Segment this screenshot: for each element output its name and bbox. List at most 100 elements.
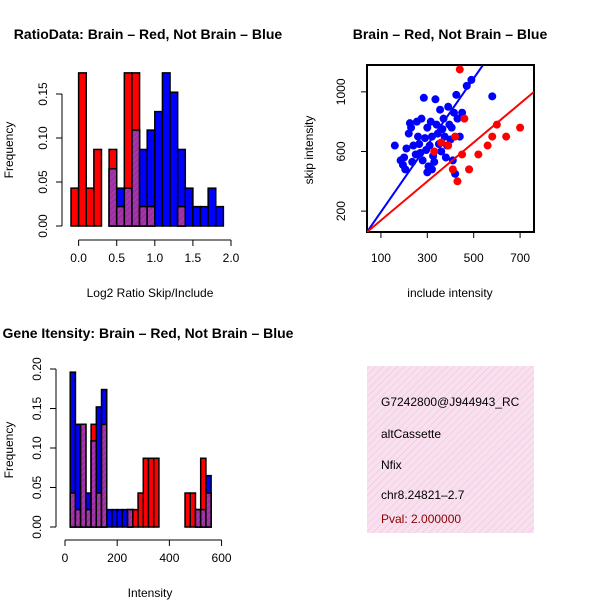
scatter-point-not-brain	[452, 90, 461, 99]
scatter-point-not-brain	[420, 134, 429, 143]
y-tick-label: 0.10	[30, 436, 44, 460]
scatter-point-not-brain	[417, 114, 426, 123]
ratio-histogram-xlabel: Log2 Ratio Skip/Include	[87, 286, 214, 300]
scatter-point-not-brain	[447, 123, 456, 132]
histogram-bar-not-brain	[116, 508, 124, 528]
scatter-point-not-brain	[444, 102, 453, 111]
scatter-point-brain	[455, 65, 464, 74]
intensity-histogram-panel: Gene Itensity: Brain – Red, Not Brain – …	[2, 325, 294, 600]
histogram-bar-overlap	[79, 423, 87, 528]
histogram-bar-not-brain	[184, 187, 194, 227]
histogram-bar-overlap	[138, 205, 148, 227]
histogram-bar-not-brain	[106, 508, 113, 528]
y-tick-label: 0.00	[30, 515, 44, 539]
scatter-point-not-brain	[453, 114, 462, 123]
scatter-point-brain	[458, 150, 467, 159]
scatter-point-brain	[483, 141, 492, 150]
scatter-point-brain	[488, 132, 497, 141]
scatter-point-not-brain	[423, 123, 432, 132]
histogram-bar-overlap	[176, 205, 187, 227]
info-panel-background	[367, 366, 534, 533]
scatter-point-not-brain	[415, 140, 424, 149]
scatter-point-not-brain	[407, 123, 416, 132]
histogram-bar-brain	[77, 72, 87, 227]
scatter-xlabel: include intensity	[407, 286, 492, 300]
x-tick-label: 700	[510, 251, 530, 265]
scatter-point-not-brain	[436, 105, 445, 114]
histogram-bar-not-brain	[161, 72, 171, 227]
scatter-point-not-brain	[418, 156, 427, 165]
y-tick-label: 0.15	[30, 396, 44, 420]
y-tick-label: 0.15	[36, 82, 50, 106]
scatter-point-brain	[492, 120, 501, 129]
histogram-bar-not-brain	[207, 187, 217, 227]
ratio-histogram-panel: RatioData: Brain – Red, Not Brain – Blue…	[2, 26, 282, 300]
intensity-scatter-panel: Brain – Red, Not Brain – Blue 100 300 500 7…	[302, 26, 547, 300]
histogram-bar-not-brain	[169, 91, 179, 227]
scatter-point-brain	[502, 132, 511, 141]
histogram-bar-overlap	[205, 492, 212, 528]
histogram-bar-overlap	[199, 508, 207, 528]
scatter-point-brain	[453, 177, 462, 186]
histogram-bar-brain	[184, 492, 191, 528]
x-tick-label: 0	[62, 551, 69, 565]
x-tick-label: 1.5	[185, 251, 202, 265]
x-tick-label: 100	[371, 251, 391, 265]
scatter-point-not-brain	[431, 95, 440, 104]
y-tick-label: 0.00	[36, 214, 50, 238]
histogram-bar-brain	[189, 492, 197, 528]
scatter-point-brain	[460, 114, 469, 123]
histogram-bar-brain	[147, 457, 155, 528]
scatter-point-not-brain	[432, 120, 441, 129]
scatter-point-not-brain	[439, 114, 448, 123]
scatter-point-brain	[430, 147, 439, 156]
scatter-axes: 100 300 500 700 200 600 1000	[334, 78, 530, 265]
scatter-point-not-brain	[390, 141, 399, 150]
scatter-point-brain	[444, 141, 453, 150]
scatter-point-not-brain	[430, 157, 439, 166]
intensity-histogram-ylabel: Frequency	[2, 422, 16, 479]
intensity-histogram-xlabel: Intensity	[128, 586, 173, 600]
scatter-point-brain	[516, 123, 525, 132]
ratio-histogram-ylabel: Frequency	[2, 122, 16, 179]
y-tick-label: 600	[334, 141, 348, 161]
scatter-point-not-brain	[427, 165, 436, 174]
scatter-plot-box	[366, 64, 535, 233]
histogram-bar-overlap	[115, 205, 126, 227]
trend-line-brain	[367, 91, 534, 232]
info-panel: G7242800@J944943_RC altCassette Nfix chr…	[367, 366, 534, 533]
scatter-title: Brain – Red, Not Brain – Blue	[353, 26, 548, 42]
histogram-bar-brain	[93, 148, 103, 227]
histogram-bar-overlap	[100, 423, 108, 528]
x-tick-label: 200	[107, 551, 127, 565]
histogram-bar-brain	[85, 187, 95, 227]
scatter-point-brain	[474, 150, 483, 159]
scatter-point-not-brain	[414, 132, 423, 141]
histogram-bar-overlap	[69, 492, 77, 528]
histogram-bar-overlap	[126, 508, 134, 528]
histogram-bar-brain	[137, 492, 145, 528]
scatter-point-brain	[465, 165, 474, 174]
ratio-histogram-axes: 0.0 0.5 1.0 1.5 2.0 0.00 0.05 0.10 0.15	[36, 82, 240, 265]
scatter-point-brain	[451, 132, 460, 141]
scatter-ylabel: skip intensity	[302, 116, 316, 185]
probe-id-text: G7242800@J944943_RC	[381, 395, 520, 409]
x-tick-label: 2.0	[223, 251, 240, 265]
histogram-bar-not-brain	[192, 205, 202, 227]
x-tick-label: 500	[464, 251, 484, 265]
y-tick-label: 200	[334, 201, 348, 221]
histogram-bar-overlap	[90, 440, 98, 528]
histogram-bar-brain	[152, 457, 160, 528]
scatter-point-not-brain	[401, 165, 410, 174]
scatter-point-not-brain	[488, 92, 497, 101]
scatter-point-not-brain	[419, 93, 428, 102]
y-tick-label: 0.10	[36, 126, 50, 150]
info-panel-clip: G7242800@J944943_RC altCassette Nfix chr…	[381, 395, 520, 526]
ratio-histogram-title: RatioData: Brain – Red, Not Brain – Blue	[14, 26, 283, 42]
intensity-histogram-axes: 0 200 400 600 0.00 0.05 0.10 0.15 0.20	[30, 357, 232, 565]
scatter-point-brain	[437, 138, 446, 147]
ratio-histogram-bars	[70, 72, 225, 227]
y-tick-label: 0.20	[30, 357, 44, 381]
histogram-bar-overlap	[74, 508, 82, 528]
scatter-point-not-brain	[400, 153, 409, 162]
